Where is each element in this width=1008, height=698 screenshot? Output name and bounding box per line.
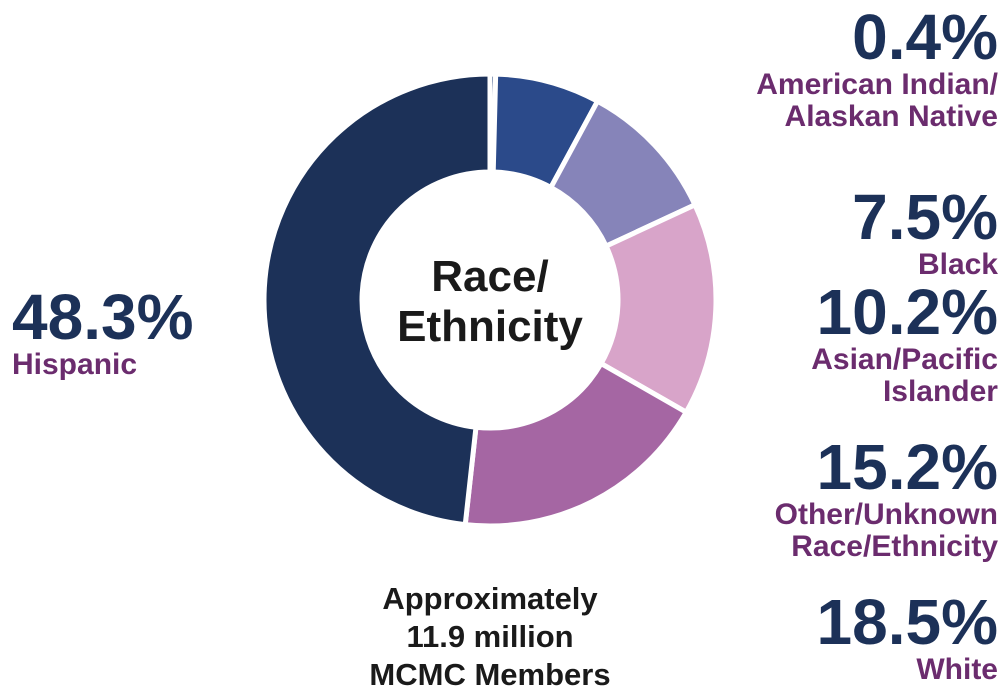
category-label: White bbox=[916, 653, 998, 686]
category-label: Hispanic bbox=[12, 348, 138, 381]
value-label: 0.4% bbox=[852, 1, 998, 73]
donut-slice bbox=[261, 71, 493, 528]
value-label: 15.2% bbox=[816, 431, 998, 503]
value-label: 10.2% bbox=[816, 276, 998, 348]
value-label: 7.5% bbox=[852, 181, 998, 253]
donut-slice bbox=[462, 360, 690, 529]
chart-title: Race/ Ethnicity bbox=[397, 252, 583, 351]
category-label: Other/Unknown Race/Ethnicity bbox=[774, 498, 998, 563]
category-label: Black bbox=[917, 248, 998, 281]
chart-subtitle: Approximately 11.9 million MCMC Members bbox=[369, 581, 611, 692]
category-label: Asian/Pacific Islander bbox=[811, 343, 998, 408]
category-label: American Indian/ Alaskan Native bbox=[756, 68, 998, 133]
value-label: 18.5% bbox=[816, 586, 998, 658]
donut-slice bbox=[597, 201, 719, 416]
value-label: 48.3% bbox=[12, 281, 194, 353]
